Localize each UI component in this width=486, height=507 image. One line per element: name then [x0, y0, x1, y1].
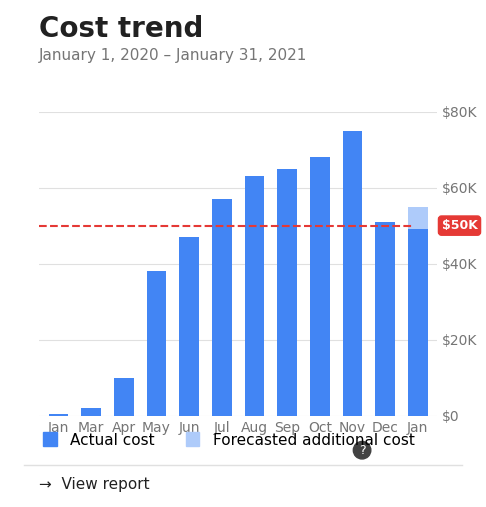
Bar: [278, 168, 297, 416]
Bar: [147, 271, 166, 416]
Text: January 1, 2020 – January 31, 2021: January 1, 2020 – January 31, 2021: [39, 48, 307, 63]
Bar: [212, 199, 232, 416]
Bar: [179, 237, 199, 416]
Bar: [81, 408, 101, 416]
Text: →  View report: → View report: [39, 477, 150, 492]
Bar: [375, 222, 395, 416]
Text: $50K: $50K: [442, 219, 477, 232]
Bar: [244, 176, 264, 416]
Bar: [49, 414, 68, 416]
Bar: [343, 130, 362, 416]
Bar: [408, 229, 428, 416]
Text: Cost trend: Cost trend: [39, 15, 203, 43]
Text: ?: ?: [359, 444, 365, 457]
Bar: [310, 157, 330, 416]
Bar: [408, 206, 428, 229]
Bar: [114, 378, 134, 416]
Legend: Actual cost, Forecasted additional cost: Actual cost, Forecasted additional cost: [37, 426, 421, 454]
